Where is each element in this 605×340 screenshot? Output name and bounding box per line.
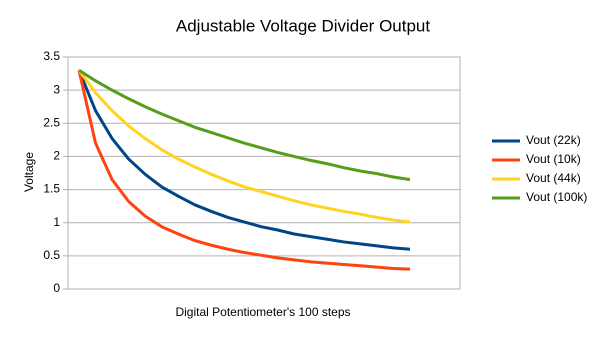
- legend-label: Vout (44k): [526, 171, 581, 185]
- legend-label: Vout (100k): [526, 190, 587, 204]
- series-line: [78, 68, 411, 182]
- y-axis-label: Voltage: [22, 152, 36, 192]
- y-tick-label: 0: [53, 281, 60, 295]
- series-line: [77, 69, 411, 251]
- legend-label: Vout (22k): [526, 133, 581, 147]
- y-tick-label: 0.5: [43, 248, 60, 262]
- y-tick-label: 1.5: [43, 182, 60, 196]
- y-tick-label: 3: [53, 82, 60, 96]
- chart-title: Adjustable Voltage Divider Output: [176, 16, 430, 35]
- y-tick-label: 3.5: [43, 49, 60, 63]
- y-tick-label: 1: [53, 215, 60, 229]
- y-tick-label: 2.5: [43, 115, 60, 129]
- legend-label: Vout (10k): [526, 152, 581, 166]
- series-line: [77, 69, 411, 271]
- x-axis-label: Digital Potentiometer's 100 steps: [175, 305, 350, 319]
- series-line: [77, 69, 411, 224]
- y-tick-label: 2: [53, 149, 60, 163]
